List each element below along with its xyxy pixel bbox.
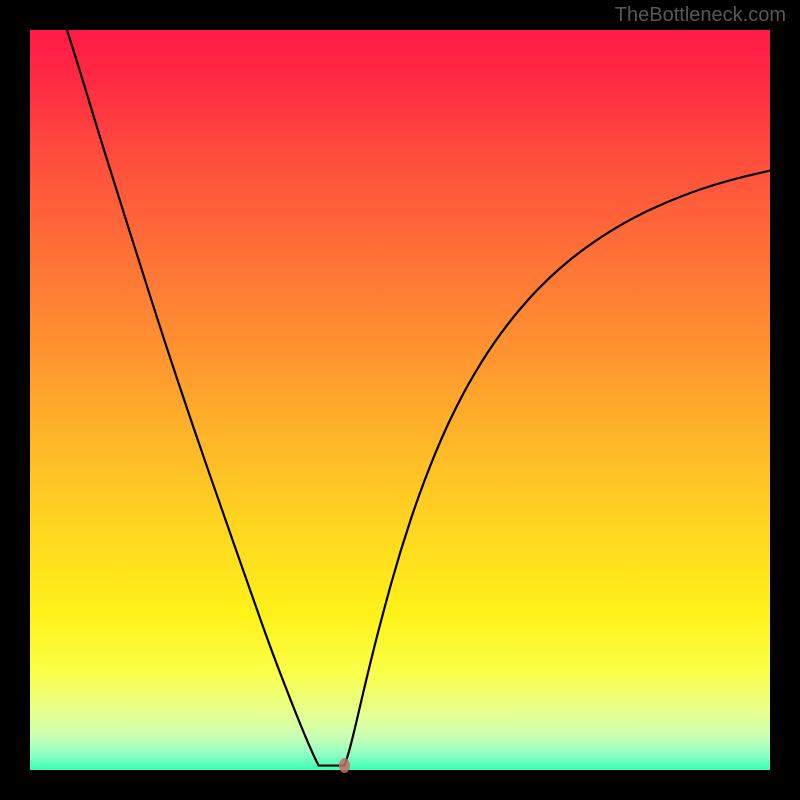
bottleneck-chart	[0, 0, 800, 800]
minimum-marker	[339, 758, 350, 773]
plot-background	[30, 30, 770, 770]
watermark-text: TheBottleneck.com	[615, 4, 786, 27]
chart-container: { "watermark": { "text": "TheBottleneck.…	[0, 0, 800, 800]
